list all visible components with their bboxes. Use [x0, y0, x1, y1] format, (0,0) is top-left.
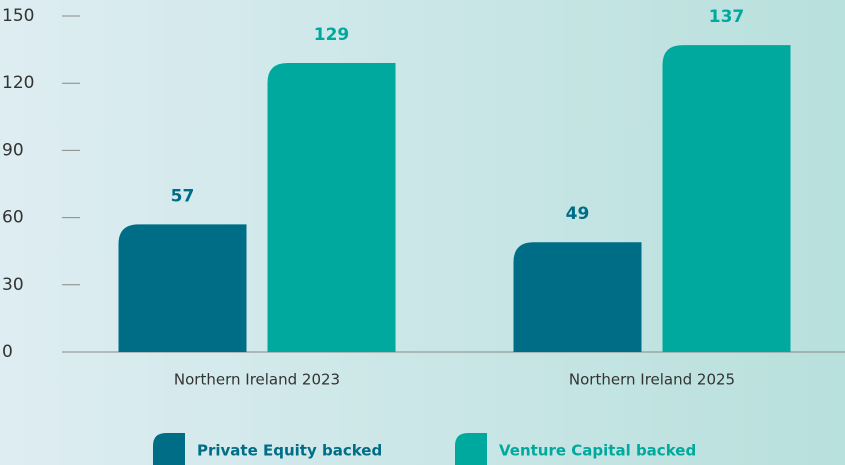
y-tick-label: 90 [2, 140, 24, 160]
value-label: 137 [709, 7, 745, 27]
bar [513, 242, 642, 352]
value-label: 49 [566, 204, 590, 224]
legend-swatch [153, 433, 185, 465]
x-tick-label: Northern Ireland 2023 [174, 371, 340, 389]
y-tick-label: 60 [2, 208, 24, 228]
y-tick-label: 120 [2, 73, 34, 93]
value-label: 57 [171, 186, 195, 206]
value-label: 129 [314, 25, 350, 45]
x-tick-label: Northern Ireland 2025 [569, 371, 735, 389]
y-tick-label: 150 [2, 6, 34, 26]
bar [267, 63, 396, 352]
legend-swatch [455, 433, 487, 465]
legend-label: Venture Capital backed [499, 442, 696, 460]
y-tick-label: 30 [2, 275, 24, 295]
bar [118, 224, 247, 352]
bar [662, 45, 791, 353]
legend-label: Private Equity backed [197, 442, 382, 460]
y-tick-label: 0 [2, 342, 13, 362]
